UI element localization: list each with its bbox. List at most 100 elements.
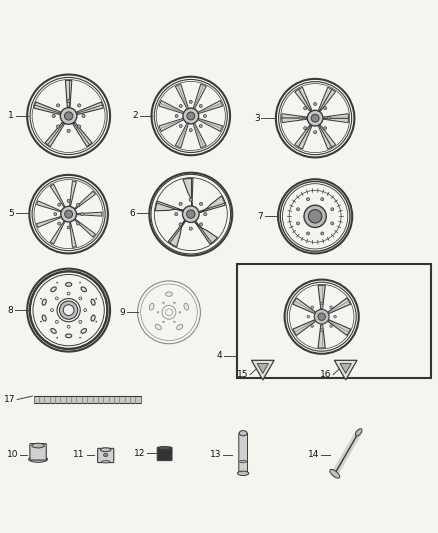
Polygon shape — [257, 364, 268, 374]
Circle shape — [51, 309, 53, 312]
Text: 14: 14 — [308, 450, 319, 459]
Polygon shape — [34, 102, 60, 115]
Circle shape — [79, 282, 81, 284]
Circle shape — [79, 337, 81, 338]
Circle shape — [189, 198, 192, 201]
Ellipse shape — [91, 315, 95, 321]
Text: 15: 15 — [237, 370, 248, 379]
Circle shape — [64, 112, 73, 120]
Circle shape — [304, 107, 307, 110]
Polygon shape — [282, 114, 307, 118]
Circle shape — [189, 128, 192, 132]
Circle shape — [331, 208, 334, 211]
Circle shape — [187, 210, 195, 219]
Circle shape — [58, 222, 61, 225]
Circle shape — [65, 210, 73, 218]
Circle shape — [183, 206, 199, 222]
Ellipse shape — [51, 287, 56, 292]
Circle shape — [175, 115, 178, 117]
Polygon shape — [37, 216, 61, 228]
Polygon shape — [70, 181, 76, 206]
Polygon shape — [318, 87, 332, 111]
Circle shape — [56, 297, 58, 300]
Circle shape — [57, 337, 58, 338]
FancyBboxPatch shape — [34, 396, 141, 403]
Text: 17: 17 — [4, 395, 15, 404]
Circle shape — [67, 130, 70, 133]
Circle shape — [67, 199, 70, 203]
Text: 12: 12 — [134, 449, 145, 458]
Circle shape — [307, 110, 323, 126]
Circle shape — [311, 325, 314, 327]
Polygon shape — [293, 298, 315, 313]
Circle shape — [82, 115, 85, 118]
Circle shape — [84, 309, 87, 312]
Ellipse shape — [166, 292, 173, 296]
Polygon shape — [77, 212, 102, 216]
Circle shape — [179, 311, 181, 313]
Circle shape — [330, 306, 332, 309]
Circle shape — [95, 321, 97, 322]
Ellipse shape — [100, 448, 111, 451]
Circle shape — [334, 316, 336, 318]
Circle shape — [324, 127, 327, 130]
Polygon shape — [318, 126, 332, 149]
Polygon shape — [50, 184, 65, 207]
Circle shape — [204, 213, 207, 216]
Circle shape — [304, 127, 307, 130]
Circle shape — [311, 114, 319, 122]
Polygon shape — [198, 101, 223, 114]
Polygon shape — [37, 201, 61, 212]
Circle shape — [314, 102, 317, 106]
Text: 11: 11 — [73, 450, 85, 459]
Circle shape — [77, 222, 80, 225]
Ellipse shape — [149, 303, 154, 310]
Circle shape — [57, 104, 60, 107]
Ellipse shape — [51, 328, 56, 333]
Ellipse shape — [184, 303, 189, 310]
Polygon shape — [318, 285, 325, 309]
Circle shape — [307, 198, 310, 201]
Polygon shape — [70, 223, 76, 247]
Polygon shape — [175, 84, 188, 108]
Circle shape — [179, 104, 182, 108]
Circle shape — [81, 213, 84, 216]
FancyBboxPatch shape — [98, 448, 114, 463]
Polygon shape — [183, 179, 193, 206]
Circle shape — [320, 329, 323, 332]
Polygon shape — [199, 196, 225, 213]
Circle shape — [79, 320, 82, 324]
Ellipse shape — [177, 325, 183, 330]
Circle shape — [324, 107, 327, 110]
Polygon shape — [193, 124, 206, 148]
Circle shape — [60, 108, 77, 124]
FancyBboxPatch shape — [157, 447, 172, 461]
Circle shape — [203, 115, 206, 117]
Circle shape — [307, 316, 310, 318]
Polygon shape — [75, 191, 95, 209]
Text: 1: 1 — [8, 111, 14, 120]
Circle shape — [40, 321, 42, 322]
Text: 4: 4 — [217, 351, 223, 360]
Polygon shape — [194, 222, 218, 244]
Circle shape — [199, 203, 203, 205]
Ellipse shape — [155, 325, 161, 330]
Ellipse shape — [240, 460, 247, 463]
Polygon shape — [324, 118, 349, 123]
Ellipse shape — [28, 456, 47, 462]
Polygon shape — [159, 101, 183, 114]
Circle shape — [157, 311, 159, 313]
Circle shape — [77, 203, 80, 206]
Circle shape — [320, 302, 323, 305]
Circle shape — [40, 298, 42, 300]
Circle shape — [199, 125, 202, 127]
Circle shape — [297, 222, 300, 225]
Text: 13: 13 — [210, 450, 221, 459]
Circle shape — [63, 305, 74, 316]
Ellipse shape — [66, 282, 72, 286]
Polygon shape — [65, 80, 72, 107]
Polygon shape — [198, 118, 223, 132]
Text: 5: 5 — [8, 209, 14, 218]
Polygon shape — [75, 219, 95, 237]
Ellipse shape — [101, 461, 110, 463]
